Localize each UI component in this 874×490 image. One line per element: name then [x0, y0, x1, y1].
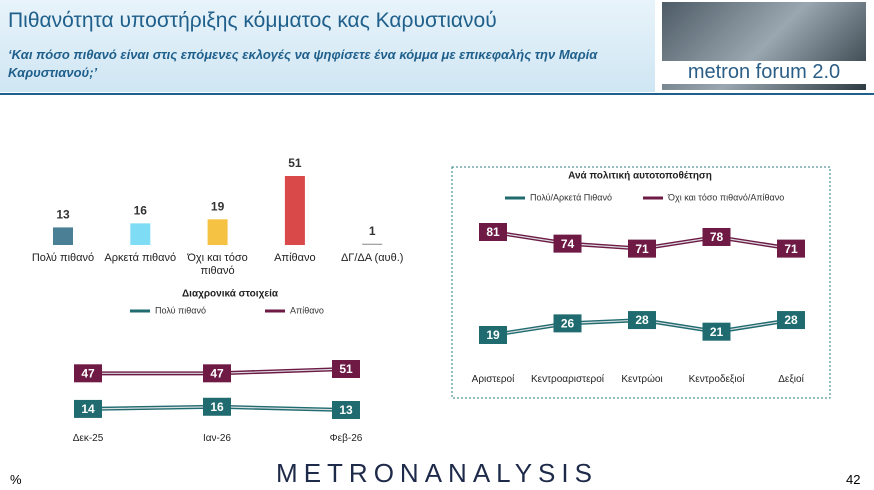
- header-rule: [0, 93, 874, 95]
- chart-frame: [451, 166, 831, 399]
- legend-label: Απίθανο: [290, 305, 324, 315]
- logo: metron forum 2.0: [662, 2, 866, 90]
- value-box: [553, 234, 582, 253]
- value-box: [628, 239, 656, 258]
- value-box: [479, 223, 507, 241]
- page-number: 42: [846, 472, 861, 487]
- value-label: 13: [339, 403, 353, 417]
- category-label: Όχι και τόσο πιθανό: [187, 252, 248, 277]
- category-label: Αριστεροί: [471, 374, 515, 385]
- value-label: 74: [561, 237, 575, 251]
- chart-title: Ανά πολιτική αυτοτοποθέτηση: [568, 171, 712, 182]
- category-label: Φεβ-26: [329, 433, 363, 444]
- value-box: [777, 311, 805, 330]
- value-box: [203, 397, 231, 416]
- bar: [284, 176, 305, 245]
- category-label: Δεξιοί: [778, 374, 804, 385]
- logo-text: metron forum 2.0: [662, 61, 866, 84]
- value-label: 1: [369, 224, 376, 238]
- value-box: [74, 364, 102, 383]
- category-label: Κεντροδεξιοί: [688, 374, 745, 385]
- value-label: 28: [784, 313, 798, 327]
- value-label: 51: [288, 156, 302, 170]
- chart-title: Διαχρονικά στοιχεία: [182, 289, 279, 300]
- value-label: 14: [81, 402, 95, 416]
- category-label: Ιαν-26: [202, 433, 231, 444]
- value-box: [479, 326, 507, 344]
- category-label: ΔΓ/ΔΑ (αυθ.): [340, 252, 404, 264]
- bar: [362, 243, 383, 245]
- value-box: [74, 399, 102, 418]
- category-label: Κεντροαριστεροί: [530, 374, 605, 385]
- brand: METRONANALYSIS: [276, 458, 598, 488]
- legend-label: Πολύ/Αρκετά Πιθανό: [530, 192, 612, 202]
- bar: [130, 223, 151, 245]
- value-label: 71: [635, 242, 649, 256]
- value-box: [203, 364, 231, 383]
- legend-label: Πολύ πιθανό: [155, 305, 206, 315]
- bar: [53, 227, 73, 245]
- unit: %: [10, 472, 22, 487]
- value-box: [777, 239, 805, 258]
- value-label: 26: [561, 317, 575, 331]
- value-label: 51: [339, 362, 353, 376]
- value-label: 16: [210, 400, 224, 414]
- legend-label: Όχι και τόσο πιθανό/Απίθανο: [667, 192, 784, 202]
- value-label: 21: [710, 325, 724, 339]
- category-label: Πολύ πιθανό: [31, 252, 95, 264]
- value-label: 47: [210, 366, 224, 380]
- bar: [207, 219, 228, 245]
- value-label: 71: [784, 242, 798, 256]
- value-box: [702, 322, 731, 341]
- value-label: 47: [81, 366, 95, 380]
- header-title: Πιθανότητα υποστήριξης κόμματος κας Καρυ…: [8, 9, 497, 32]
- value-label: 81: [486, 225, 500, 239]
- value-box: [553, 314, 582, 333]
- value-label: 13: [56, 208, 70, 222]
- value-label: 19: [211, 199, 225, 213]
- value-box: [332, 401, 360, 419]
- value-label: 78: [710, 230, 724, 244]
- value-label: 28: [635, 313, 649, 327]
- value-box: [702, 227, 731, 246]
- value-label: 19: [486, 328, 500, 342]
- header-band: [0, 0, 655, 92]
- category-label: Κεντρώοι: [621, 374, 663, 385]
- value-label: 16: [134, 204, 148, 218]
- header-subtitle: ‘Και πόσο πιθανό είναι στις επόμενες εκλ…: [8, 47, 598, 80]
- category-label: Αρκετά πιθανό: [104, 252, 177, 264]
- category-label: Απίθανο: [274, 252, 316, 264]
- value-box: [628, 311, 656, 330]
- value-box: [332, 360, 360, 378]
- category-label: Δεκ-25: [72, 433, 104, 444]
